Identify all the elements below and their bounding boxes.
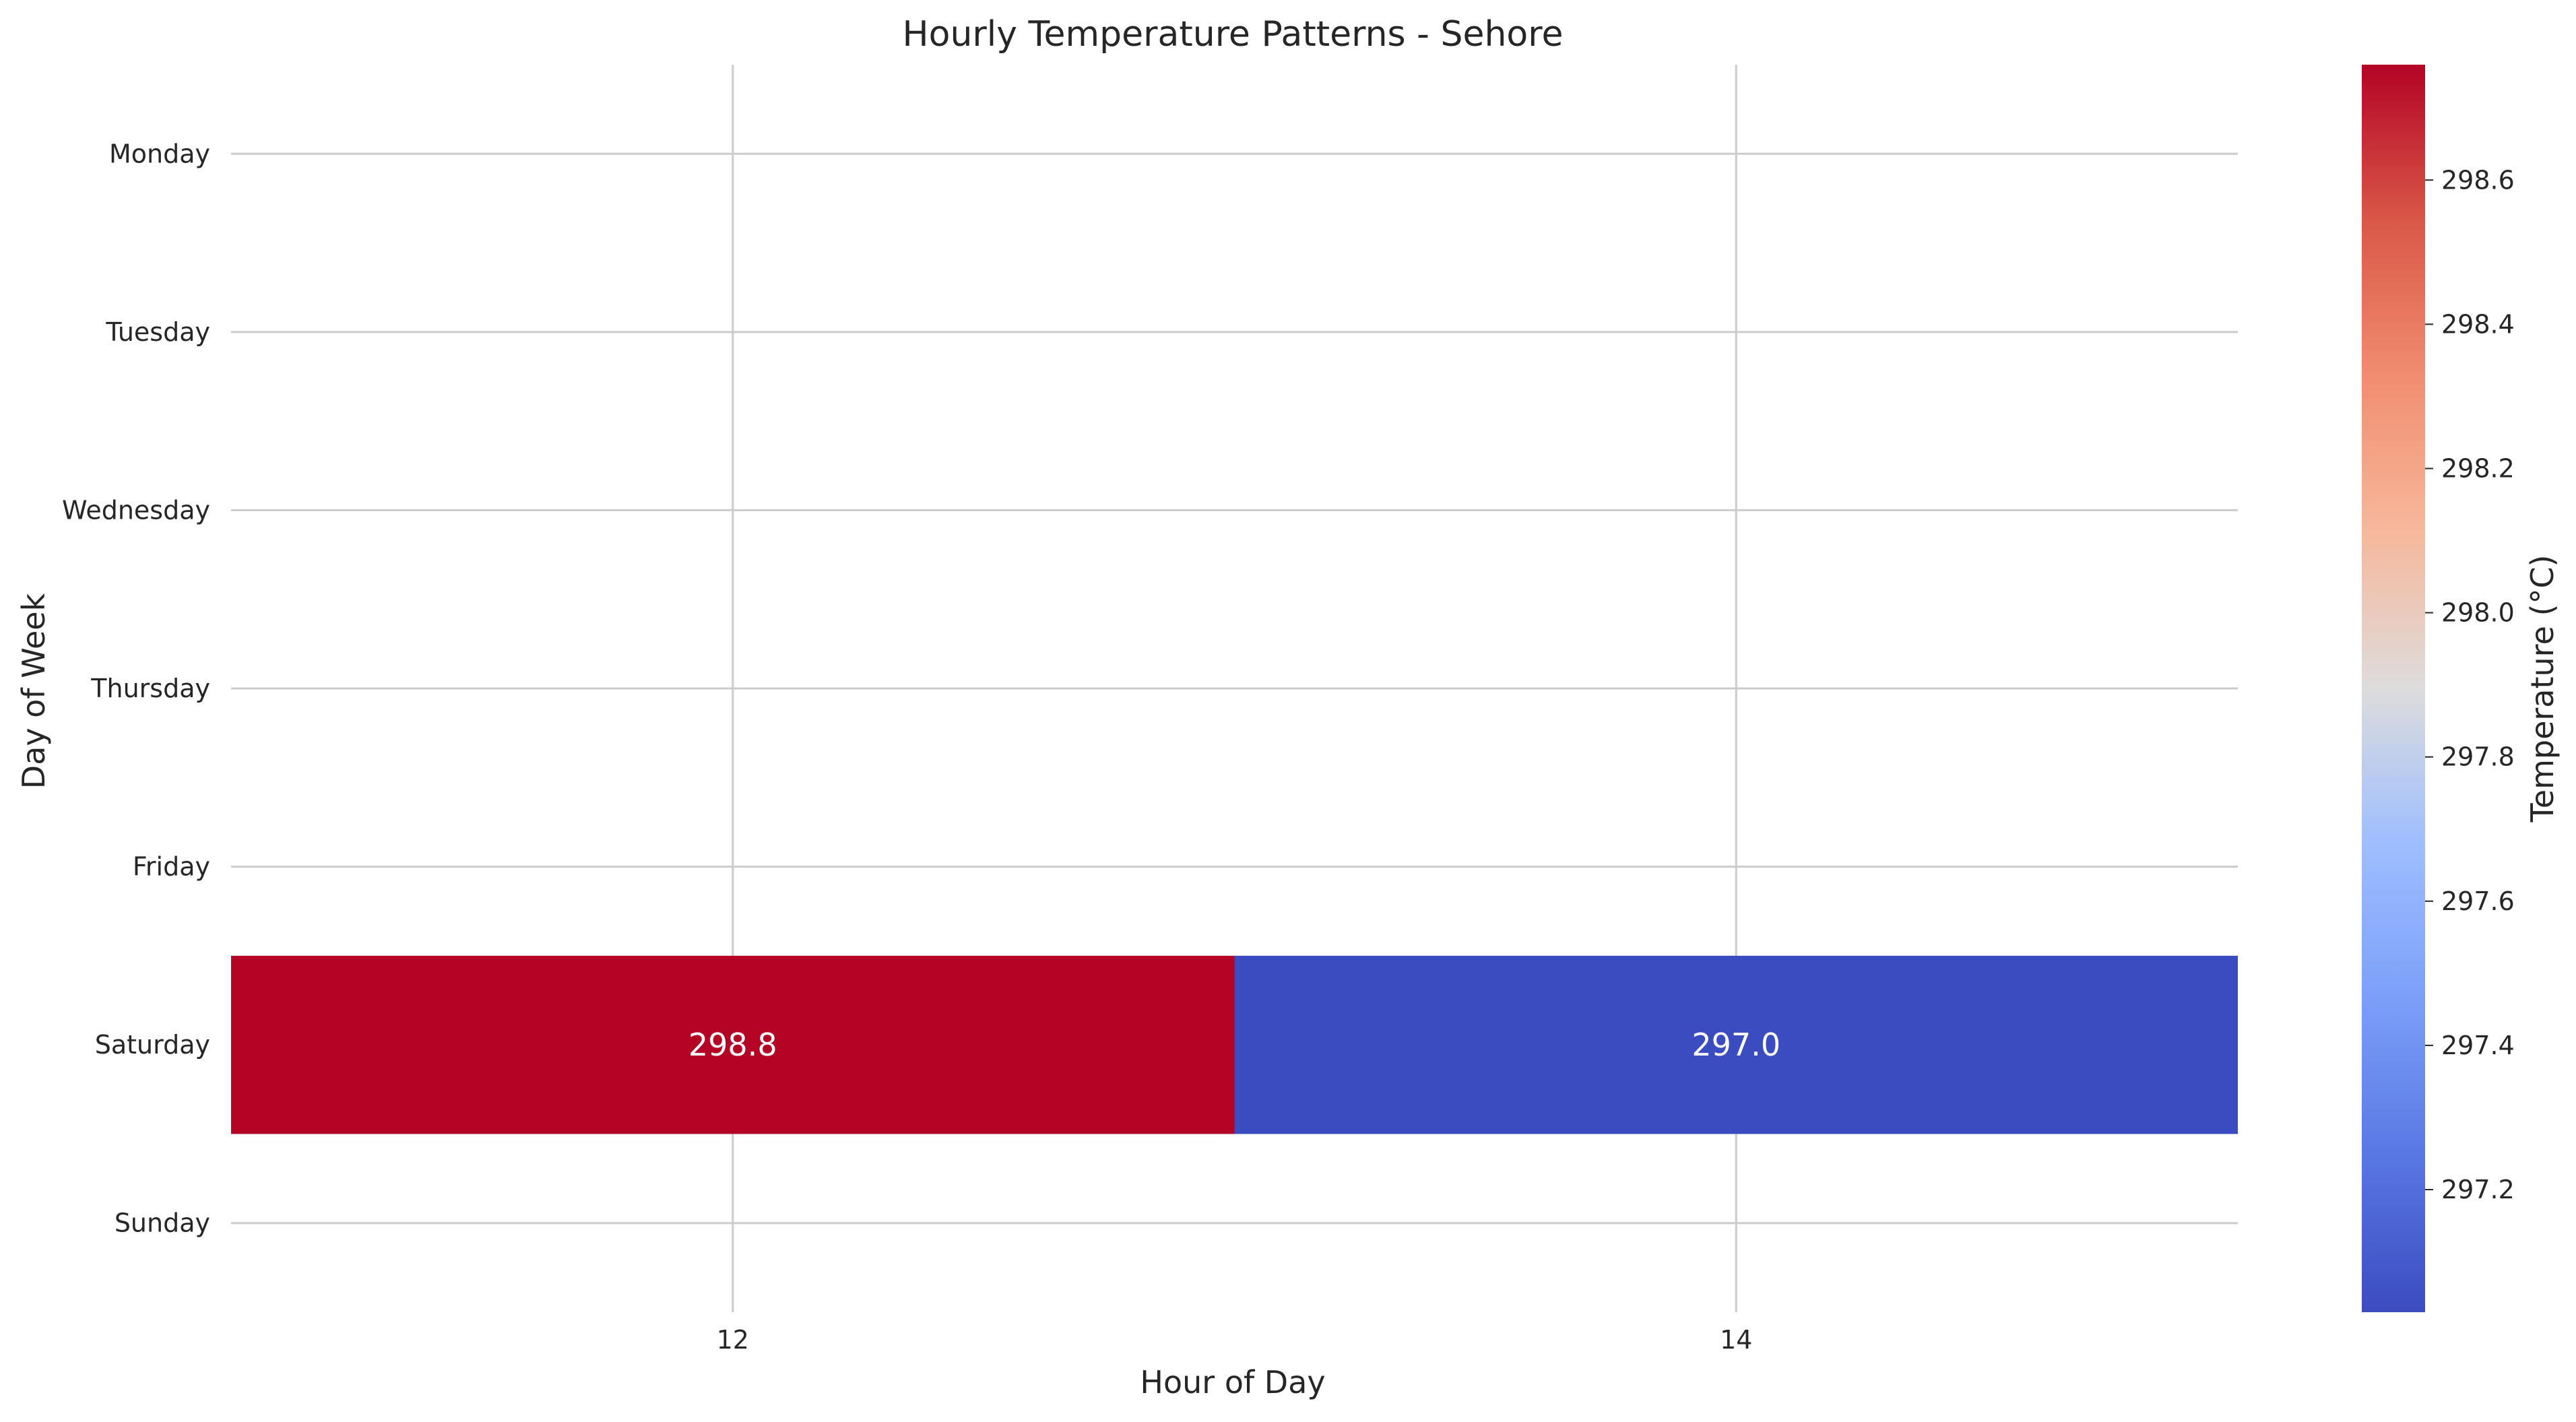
x-tick-labels: 12 14 <box>717 1325 1753 1355</box>
cell-value-label: 297.0 <box>1692 1027 1780 1063</box>
x-tick-label: 14 <box>1720 1325 1752 1355</box>
colorbar-tick-label: 297.2 <box>2441 1175 2515 1204</box>
colorbar-tick-label: 298.6 <box>2441 165 2515 195</box>
colorbar-tick-label: 297.8 <box>2441 742 2515 772</box>
y-tick-label: Tuesday <box>105 317 210 347</box>
y-axis-label: Day of Week <box>15 593 52 789</box>
grid-lines <box>231 65 2238 1312</box>
chart-title: Hourly Temperature Patterns - Sehore <box>903 14 1564 55</box>
colorbar-tick-label: 298.2 <box>2441 453 2515 483</box>
colorbar-tick-label: 297.4 <box>2441 1031 2515 1060</box>
cell-value-label: 298.8 <box>688 1027 777 1063</box>
y-tick-label: Monday <box>109 139 210 168</box>
y-tick-label: Friday <box>133 852 210 882</box>
heatmap-cells <box>231 955 2238 1134</box>
y-tick-label: Saturday <box>95 1030 210 1060</box>
y-tick-label: Thursday <box>90 674 210 703</box>
y-tick-label: Sunday <box>115 1208 210 1238</box>
colorbar-ticks: 297.2 297.4 297.6 297.8 298.0 298.2 298.4 298.6 <box>2425 165 2515 1204</box>
x-tick-label: 12 <box>717 1325 749 1355</box>
colorbar-label: Temperature (°C) <box>2524 554 2561 822</box>
y-tick-label: Wednesday <box>62 495 210 525</box>
colorbar <box>2362 65 2425 1312</box>
heatmap-cell <box>231 955 1235 1134</box>
x-axis-label: Hour of Day <box>1140 1364 1325 1400</box>
heatmap-cell <box>1234 955 2238 1134</box>
colorbar-tick-label: 297.6 <box>2441 886 2515 916</box>
y-tick-labels: Monday Tuesday Wednesday Thursday Friday Satu… <box>62 139 210 1237</box>
colorbar-tick-label: 298.4 <box>2441 309 2515 339</box>
cell-labels: 298.8 297.0 <box>688 1027 1780 1063</box>
colorbar-tick-label: 298.0 <box>2441 598 2515 628</box>
